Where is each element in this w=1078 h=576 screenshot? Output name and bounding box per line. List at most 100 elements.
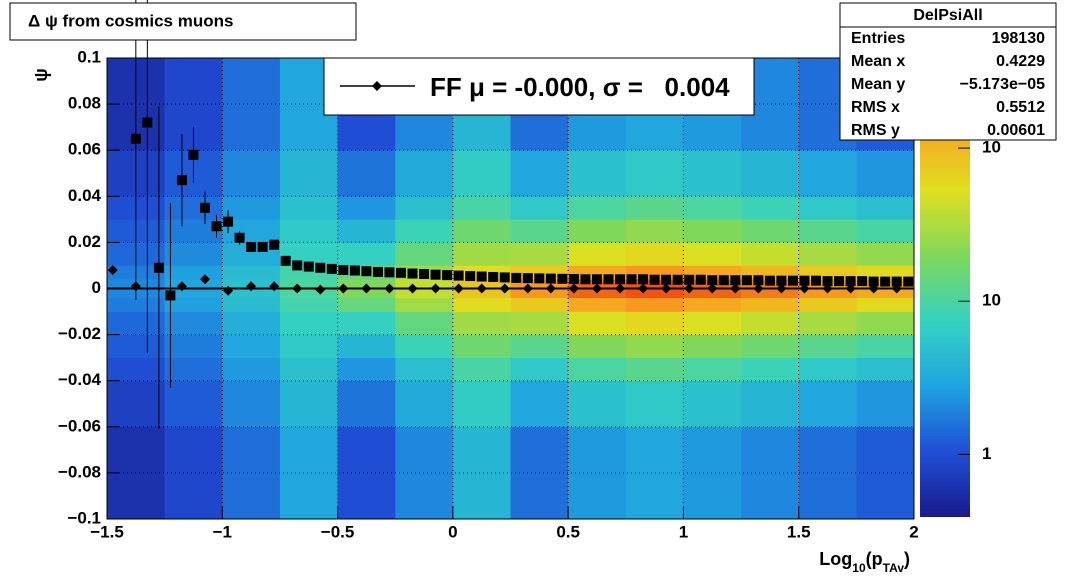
heat-cell <box>337 311 396 335</box>
heat-cell <box>107 357 165 381</box>
y-tick-label: 0.06 <box>68 140 101 159</box>
heat-cell <box>164 219 223 243</box>
grid <box>106 57 915 520</box>
marker-square <box>545 273 556 284</box>
heat-cell <box>741 426 800 520</box>
marker-square <box>419 268 430 279</box>
marker-square <box>453 270 464 281</box>
heat-cell <box>395 242 454 266</box>
heat-cell <box>395 357 454 381</box>
heat-cell <box>222 311 281 335</box>
heat-cell <box>164 357 223 381</box>
heat-cell <box>798 219 857 243</box>
marker-square <box>280 255 291 266</box>
marker-square <box>522 273 533 284</box>
marker-square <box>695 274 706 285</box>
marker-square <box>684 274 695 285</box>
heat-cell <box>798 334 857 358</box>
axes: −1.5 −1 −0.5 0 0.5 1 1.5 2 −0.1 −0.08 −0.06 −0.04 −0… <box>58 47 1001 541</box>
heat-cell <box>568 297 627 312</box>
marker-square <box>649 274 660 285</box>
heat-cell <box>107 380 165 428</box>
marker-square <box>568 274 579 285</box>
heat-cell <box>856 196 915 220</box>
y-tick-label: −0.04 <box>58 370 102 389</box>
marker-square <box>326 263 337 274</box>
heat-cell <box>856 219 915 243</box>
stats-key: RMS y <box>851 122 900 139</box>
y-axis-title: ψ <box>31 68 51 82</box>
stats-key: Entries <box>851 30 905 47</box>
marker-square <box>303 261 314 272</box>
heat-cell <box>510 297 569 312</box>
heat-cell <box>452 334 511 358</box>
marker-square <box>753 275 764 286</box>
marker-square <box>891 276 902 287</box>
z-tick-label: 10 <box>982 291 1001 310</box>
marker-square <box>176 175 187 186</box>
marker-square <box>338 265 349 276</box>
marker-square <box>153 262 164 273</box>
marker-square <box>822 276 833 287</box>
heat-cell <box>798 150 857 197</box>
x-tick-label: 1.5 <box>787 522 811 541</box>
marker-square <box>626 274 637 285</box>
heat-cell <box>625 150 684 197</box>
heat-cell <box>452 311 511 335</box>
marker-square <box>292 260 303 271</box>
heat-cell <box>625 334 684 358</box>
x-tick-label: −1.5 <box>90 522 124 541</box>
heat-cell <box>741 242 800 266</box>
heat-cell <box>279 426 338 520</box>
y-tick-label: −0.06 <box>58 416 101 435</box>
heat-cell <box>683 297 742 312</box>
title-box <box>9 2 357 41</box>
y-tick-label: −0.1 <box>67 508 101 527</box>
heat-cell <box>452 357 511 381</box>
heat-cell <box>856 380 915 428</box>
heat-cell <box>683 311 742 335</box>
marker-square <box>534 273 545 284</box>
heat-cell <box>683 219 742 243</box>
heat-cell <box>510 334 569 358</box>
y-tick-label: 0.04 <box>68 186 102 205</box>
heat-cell <box>856 265 915 280</box>
marker-square <box>730 275 741 286</box>
stats-value: 0.5512 <box>996 99 1045 116</box>
marker-square <box>787 275 798 286</box>
stats-frame <box>839 2 1057 141</box>
marker-square <box>811 275 822 286</box>
heat-cell <box>798 380 857 428</box>
marker-diamond <box>199 274 210 285</box>
heat-cell <box>798 242 857 266</box>
heat-cell <box>510 150 569 197</box>
marker-square <box>799 275 810 286</box>
heat-cell <box>222 380 281 428</box>
marker-square <box>776 275 787 286</box>
marker-square <box>718 275 729 286</box>
marker-square <box>442 270 453 281</box>
x-tick-label: −0.5 <box>321 522 355 541</box>
heat-cell <box>510 242 569 266</box>
heat-cell <box>625 242 684 266</box>
marker-square <box>638 274 649 285</box>
marker-square <box>361 266 372 277</box>
heat-cell <box>337 219 396 243</box>
heat-cell <box>337 426 396 520</box>
x-tick-label: 0 <box>448 522 457 541</box>
z-tick-label: 10 <box>982 138 1001 157</box>
heat-cell <box>395 311 454 335</box>
marker-square <box>880 276 891 287</box>
marker-square <box>488 271 499 282</box>
heat-cell <box>107 334 165 358</box>
stats-title: DelPsiAll <box>913 7 982 24</box>
marker-square <box>857 276 868 287</box>
stats-value: 0.00601 <box>987 122 1045 139</box>
heat-cell <box>164 196 223 220</box>
heat-cell <box>856 150 915 197</box>
x-title-part: Log <box>819 549 852 569</box>
marker-square <box>580 274 591 285</box>
y-tick-label: 0.1 <box>77 47 101 66</box>
chart-title: Δ ψ from cosmics muons <box>28 11 233 30</box>
heat-cell <box>222 196 281 220</box>
